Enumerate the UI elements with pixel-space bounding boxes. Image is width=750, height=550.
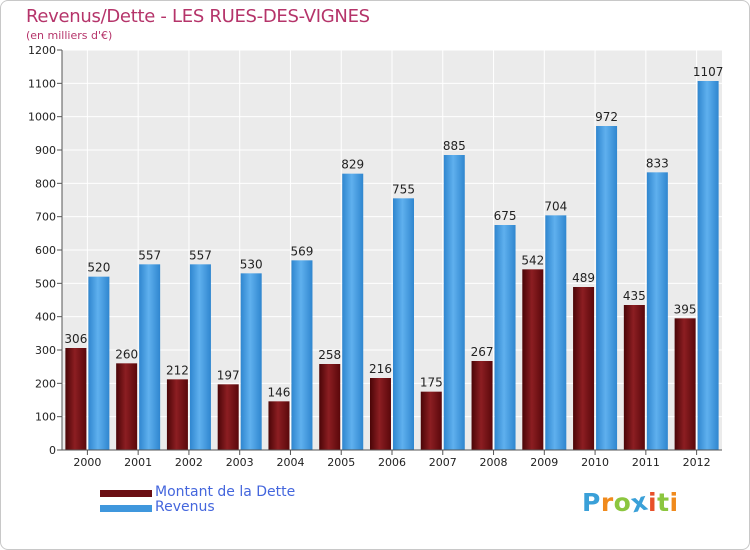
logo-letter: i bbox=[648, 488, 658, 517]
data-label-revenus: 833 bbox=[646, 156, 669, 170]
x-tick-label: 2008 bbox=[480, 456, 508, 469]
x-tick-label: 2004 bbox=[276, 456, 304, 469]
x-tick-label: 2000 bbox=[73, 456, 101, 469]
data-label-revenus: 1107 bbox=[693, 65, 724, 79]
bar-revenus bbox=[646, 172, 668, 451]
data-label-revenus: 704 bbox=[544, 199, 567, 213]
bar-revenus bbox=[393, 198, 414, 450]
bar-debt bbox=[623, 305, 645, 450]
y-tick-label: 500 bbox=[35, 277, 56, 290]
y-tick-label: 900 bbox=[35, 144, 56, 157]
x-tick-label: 2007 bbox=[429, 456, 457, 469]
bar-debt bbox=[217, 384, 239, 450]
y-tick-label: 400 bbox=[35, 311, 56, 324]
x-tick-label: 2011 bbox=[632, 456, 660, 469]
x-axis: 2000 2001 2002 2003 2004 2005 2006 2007 2008 2009… bbox=[62, 449, 722, 469]
x-tick-label: 2005 bbox=[327, 456, 355, 469]
bar-debt bbox=[116, 363, 138, 450]
data-label-debt: 267 bbox=[471, 345, 494, 359]
data-label-debt: 258 bbox=[318, 348, 341, 362]
y-tick-label: 700 bbox=[35, 211, 56, 224]
x-tick-label: 2012 bbox=[683, 456, 711, 469]
legend-swatch-revenus bbox=[100, 505, 152, 512]
legend-label-revenus: Revenus bbox=[155, 499, 215, 515]
data-label-revenus: 530 bbox=[240, 257, 263, 271]
data-label-revenus: 829 bbox=[341, 158, 364, 172]
y-tick-label: 800 bbox=[35, 177, 56, 190]
x-tick-label: 2010 bbox=[581, 456, 609, 469]
logo-letter: P bbox=[582, 488, 601, 517]
data-label-revenus: 557 bbox=[138, 248, 161, 262]
bar-debt bbox=[370, 378, 391, 450]
y-tick-label: 1200 bbox=[28, 44, 56, 57]
data-label-revenus: 675 bbox=[494, 209, 517, 223]
data-label-revenus: 557 bbox=[189, 248, 212, 262]
bar-revenus bbox=[545, 215, 567, 450]
x-tick-label: 2003 bbox=[226, 456, 254, 469]
data-label-debt: 212 bbox=[166, 363, 189, 377]
bar-debt bbox=[319, 364, 341, 450]
x-tick-label: 2006 bbox=[378, 456, 406, 469]
bar-debt bbox=[573, 287, 595, 450]
bar-revenus bbox=[443, 155, 465, 450]
bar-debt bbox=[674, 318, 696, 450]
logo-letter: t bbox=[657, 488, 670, 517]
bar-debt bbox=[65, 348, 87, 450]
y-tick-label: 200 bbox=[35, 377, 56, 390]
data-label-debt: 146 bbox=[268, 385, 291, 399]
proxiti-logo: Proxiti bbox=[582, 487, 679, 519]
bar-debt bbox=[420, 391, 442, 450]
bar-debt bbox=[471, 361, 493, 450]
bar-revenus bbox=[596, 126, 618, 450]
data-label-revenus: 755 bbox=[392, 182, 415, 196]
bar-revenus bbox=[88, 276, 110, 450]
legend-swatch-debt bbox=[100, 490, 152, 497]
x-tick-label: 2001 bbox=[124, 456, 152, 469]
y-tick-label: 300 bbox=[35, 344, 56, 357]
bar-revenus bbox=[139, 264, 161, 450]
logo-letter: r bbox=[600, 488, 614, 517]
data-label-debt: 542 bbox=[521, 253, 544, 267]
y-tick-label: 1100 bbox=[28, 77, 56, 90]
data-label-debt: 216 bbox=[369, 362, 392, 376]
data-label-revenus: 569 bbox=[291, 244, 314, 258]
y-axis: 0 100 200 300 400 500 600 700 800 900 1000 1100 1200 bbox=[28, 44, 63, 457]
bar-revenus bbox=[494, 225, 516, 450]
legend-label-debt: Montant de la Dette bbox=[155, 484, 296, 500]
data-label-revenus: 885 bbox=[443, 139, 466, 153]
bar-revenus bbox=[291, 260, 313, 450]
logo-letter: i bbox=[669, 488, 679, 517]
chart-subtitle: (en milliers d'€) bbox=[26, 29, 113, 42]
data-label-debt: 175 bbox=[420, 376, 443, 390]
data-label-revenus: 972 bbox=[595, 110, 618, 124]
data-label-revenus: 520 bbox=[87, 261, 110, 275]
x-tick-label: 2002 bbox=[175, 456, 203, 469]
data-label-debt: 197 bbox=[217, 368, 240, 382]
y-tick-label: 600 bbox=[35, 244, 56, 257]
bar-revenus bbox=[697, 81, 719, 450]
data-label-debt: 306 bbox=[64, 332, 87, 346]
data-label-debt: 395 bbox=[674, 302, 697, 316]
data-label-debt: 260 bbox=[115, 347, 138, 361]
bar-revenus bbox=[342, 173, 364, 450]
bar-debt bbox=[268, 401, 290, 450]
y-tick-label: 100 bbox=[35, 411, 56, 424]
data-label-debt: 435 bbox=[623, 289, 646, 303]
bar-debt bbox=[522, 269, 544, 450]
bar-revenus bbox=[240, 273, 262, 450]
chart-title: Revenus/Dette - LES RUES-DES-VIGNES bbox=[26, 6, 370, 27]
bar-debt bbox=[166, 379, 188, 450]
bar-revenus bbox=[189, 264, 211, 450]
bars: 306 520 260 557 212 557 197 530 146 569 258 829 216 7… bbox=[64, 65, 724, 451]
x-tick-label: 2009 bbox=[530, 456, 558, 469]
data-label-debt: 489 bbox=[572, 271, 595, 285]
y-tick-label: 0 bbox=[49, 444, 56, 457]
logo-letter: o bbox=[613, 488, 632, 517]
y-tick-label: 1000 bbox=[28, 111, 56, 124]
